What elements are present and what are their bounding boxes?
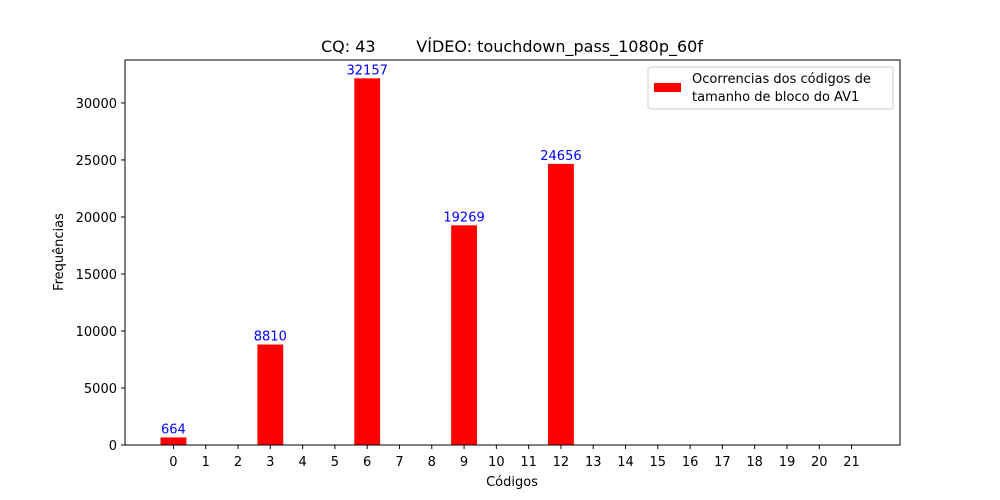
x-tick-label-10: 10: [488, 455, 505, 470]
x-tick-label-4: 4: [298, 455, 306, 470]
x-tick-label-6: 6: [363, 455, 371, 470]
y-tick-label-10000: 10000: [76, 325, 117, 340]
data-label-9: 19269: [443, 210, 484, 225]
plot-frame: [124, 59, 901, 446]
legend-label-line-1: Ocorrencias dos códigos de: [692, 72, 871, 87]
data-label-6: 32157: [347, 63, 388, 78]
x-tick-label-0: 0: [169, 455, 177, 470]
x-tick-label-21: 21: [843, 455, 860, 470]
x-tick-label-19: 19: [779, 455, 796, 470]
bar-12: [548, 163, 574, 446]
x-tick-label-15: 15: [650, 455, 667, 470]
chart-title: CQ: 43 VÍDEO: touchdown_pass_1080p_60f: [321, 37, 703, 57]
data-label-0: 664: [161, 422, 186, 437]
x-tick-label-18: 18: [746, 455, 763, 470]
x-tick-label-3: 3: [266, 455, 274, 470]
y-tick-label-25000: 25000: [76, 154, 117, 169]
x-tick-label-20: 20: [811, 455, 828, 470]
y-tick-label-15000: 15000: [76, 268, 117, 283]
y-tick-label-0: 0: [109, 439, 117, 454]
y-axis-label: Frequências: [52, 213, 67, 291]
x-tick-label-5: 5: [331, 455, 339, 470]
x-tick-label-1: 1: [202, 455, 210, 470]
legend: Ocorrencias dos códigos de tamanho de bl…: [647, 66, 894, 110]
x-tick-label-16: 16: [682, 455, 699, 470]
data-label-12: 24656: [540, 149, 581, 164]
y-tick-label-20000: 20000: [76, 211, 117, 226]
x-tick-label-17: 17: [714, 455, 731, 470]
x-tick-label-11: 11: [520, 455, 537, 470]
bar-3: [257, 344, 284, 445]
y-tick-label-30000: 30000: [76, 97, 117, 112]
y-tick-label-5000: 5000: [84, 382, 117, 397]
x-tick-label-8: 8: [428, 455, 436, 470]
legend-swatch: [654, 83, 681, 92]
x-tick-label-12: 12: [553, 455, 570, 470]
bar-6: [354, 78, 381, 445]
bar-9: [451, 225, 477, 445]
x-tick-label-7: 7: [395, 455, 403, 470]
x-tick-label-2: 2: [234, 455, 242, 470]
bar-0: [160, 437, 187, 445]
legend-label-line-2: tamanho de bloco do AV1: [692, 90, 859, 105]
x-tick-label-14: 14: [617, 455, 634, 470]
x-tick-label-9: 9: [460, 455, 468, 470]
x-axis-label: Códigos: [486, 475, 538, 490]
data-label-3: 8810: [254, 330, 287, 345]
legend-frame: [647, 66, 894, 110]
x-tick-label-13: 13: [585, 455, 602, 470]
